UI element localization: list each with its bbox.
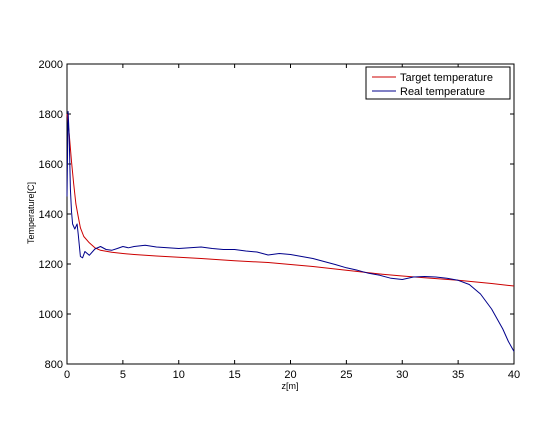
x-tick-label: 25 (340, 369, 352, 381)
x-tick-label: 15 (229, 369, 241, 381)
x-tick-label: 5 (120, 369, 126, 381)
x-tick-label: 0 (64, 369, 70, 381)
y-axis: 800 1000 1200 1400 1600 1800 2000 (39, 59, 514, 371)
y-tick-label: 1200 (39, 259, 63, 271)
y-tick-label: 1600 (39, 159, 63, 171)
x-tick-label: 35 (452, 369, 464, 381)
x-tick-label: 40 (508, 369, 520, 381)
x-tick-label: 10 (173, 369, 185, 381)
x-axis-label: z[m] (282, 381, 299, 391)
plot-area (66, 63, 515, 365)
series-line-target-temperature (66, 113, 515, 287)
y-tick-label: 1400 (39, 209, 63, 221)
legend-label: Target temperature (400, 72, 493, 84)
y-tick-label: 800 (45, 359, 63, 371)
y-tick-label: 2000 (39, 59, 63, 71)
y-axis-label: Temperature[C] (26, 182, 36, 244)
legend-box (365, 66, 511, 100)
x-tick-label: 30 (396, 369, 408, 381)
x-tick-label: 20 (284, 369, 296, 381)
plot-frame (66, 63, 515, 365)
x-axis: 0 5 10 15 20 25 30 35 40 (64, 64, 520, 381)
series-line-real-temperature (66, 111, 515, 352)
y-tick-label: 1000 (39, 309, 63, 321)
y-tick-label: 1800 (39, 109, 63, 121)
legend-label: Real temperature (400, 86, 485, 98)
legend: Target temperature Real temperature (365, 66, 511, 100)
series-layer (66, 111, 515, 352)
